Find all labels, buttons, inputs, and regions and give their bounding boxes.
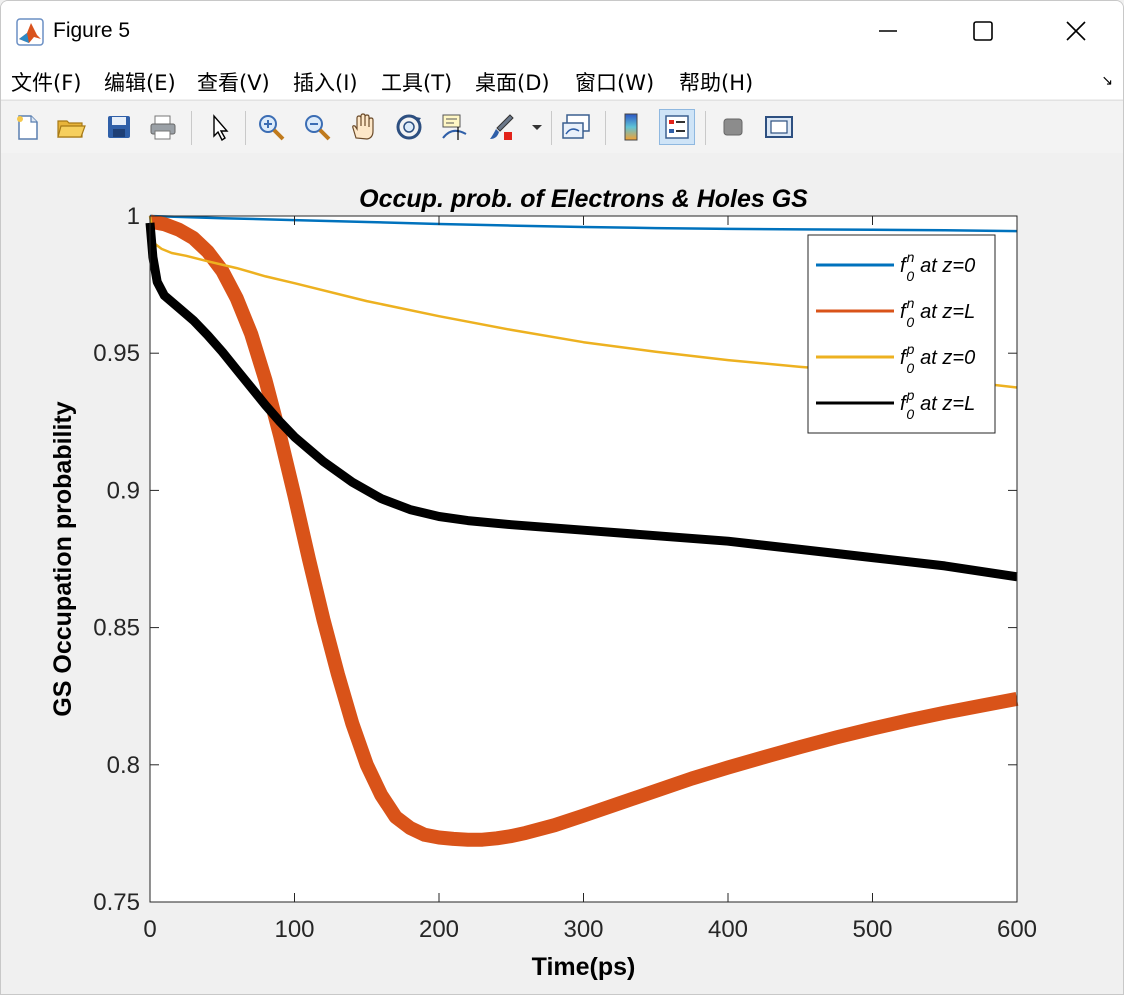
legend-icon [665,115,689,139]
toolbar-separator [191,111,192,145]
toolbar-separator [605,111,606,145]
brush-button[interactable] [483,109,519,145]
save-button[interactable] [101,109,137,145]
matlab-logo-icon [16,18,44,46]
window-title: Figure 5 [53,19,131,42]
x-tick-label: 300 [563,916,603,943]
chart-title: Occup. prob. of Electrons & Holes GS [359,185,808,213]
zoom-in-icon [259,115,285,141]
toolbar [1,100,1123,154]
brush-icon [490,114,514,140]
x-tick-label: 200 [419,916,459,943]
legend[interactable]: fn 0 at z=0 fn 0 at z=L fp 0 at z=0 fp 0 at z=L [807,234,996,434]
x-tick-label: 500 [852,916,892,943]
menu-overflow-icon[interactable]: ↘ [1101,73,1113,89]
y-tick-label: 1 [127,203,140,230]
print-button[interactable] [145,109,181,145]
series-line-1 [148,214,1019,847]
close-button[interactable] [1051,11,1101,51]
title-bar: Figure 5 [1,1,1123,61]
open-file-button[interactable] [53,109,89,145]
rotate-3d-button[interactable] [391,109,427,145]
x-tick-label: 0 [143,916,156,943]
show-tools-icon [765,116,793,138]
colorbar-button[interactable] [613,109,649,145]
colorbar-icon [624,113,638,141]
hide-tools-button[interactable] [715,109,751,145]
show-tools-button[interactable] [761,109,797,145]
x-tick-label: 400 [708,916,748,943]
menu-insert[interactable]: 插入(I) [293,71,358,95]
legend-entry-2: fp 0 at z=0 [900,341,975,376]
series-line-3 [145,222,1018,582]
x-tick-label: 100 [274,916,314,943]
series-line-2 [148,215,1018,389]
legend-entry-0: fn 0 at z=0 [900,249,975,284]
x-axis-label: Time(ps) [532,953,636,981]
x-tick-label: 600 [997,916,1037,943]
hide-tools-icon [723,118,743,136]
y-tick-label: 0.9 [107,477,140,504]
pan-hand-icon [352,113,374,140]
figure-canvas: 0 100 200 300 400 500 600 0.75 0.8 0.85 0.9 0.95 1 Oc… [1,153,1123,994]
y-tick-label: 0.85 [93,615,140,642]
menu-desktop[interactable]: 桌面(D) [475,71,550,95]
legend-box [807,234,996,434]
maximize-icon [973,21,993,41]
zoom-out-button[interactable] [299,109,335,145]
print-icon [150,115,176,140]
menu-edit[interactable]: 编辑(E) [104,71,176,95]
data-cursor-icon [442,114,467,140]
plot-canvas[interactable]: 0 100 200 300 400 500 600 0.75 0.8 0.85 0.9 0.95 1 Oc… [1,153,1123,994]
toolbar-separator [551,111,552,145]
y-tick-label: 0.8 [107,752,140,779]
open-file-icon [57,120,86,138]
legend-entry-3: fp 0 at z=L [900,387,975,422]
data-cursor-button[interactable] [437,109,473,145]
menu-window[interactable]: 窗口(W) [575,71,655,95]
link-plot-button[interactable] [559,109,595,145]
new-figure-icon [17,115,38,140]
new-figure-button[interactable] [9,109,45,145]
maximize-button[interactable] [958,11,1008,51]
toolbar-separator [245,111,246,145]
select-arrow-icon [213,114,229,141]
rotate-3d-icon [396,114,422,140]
zoom-in-button[interactable] [253,109,289,145]
select-button[interactable] [201,109,237,145]
y-tick-label: 0.95 [93,340,140,367]
legend-button[interactable] [659,109,695,145]
menu-file[interactable]: 文件(F) [11,71,82,95]
link-plot-icon [562,114,590,139]
minimize-button[interactable] [863,11,913,51]
menu-view[interactable]: 查看(V) [197,71,270,95]
zoom-out-icon [305,115,331,141]
y-axis-label: GS Occupation probability [49,401,77,716]
minimize-icon [879,30,897,32]
save-icon [108,116,130,138]
toolbar-separator [705,111,706,145]
menu-help[interactable]: 帮助(H) [679,71,754,95]
close-icon [1066,21,1086,41]
chevron-down-icon [532,125,542,130]
menu-tools[interactable]: 工具(T) [381,71,453,95]
pan-button[interactable] [345,109,381,145]
brush-dropdown-button[interactable] [527,109,547,145]
menu-bar: 文件(F) 编辑(E) 查看(V) 插入(I) 工具(T) 桌面(D) 窗口(W… [1,61,1123,99]
legend-entry-1: fn 0 at z=L [900,295,975,330]
y-tick-label: 0.75 [93,889,140,916]
